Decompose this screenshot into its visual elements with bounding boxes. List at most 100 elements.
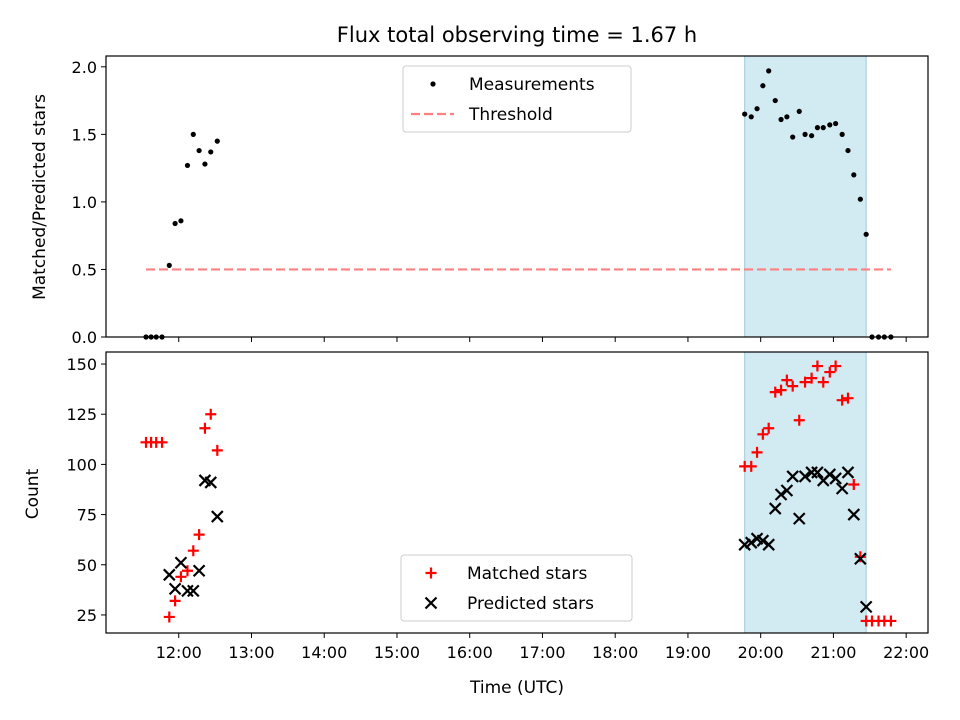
x-tick-label: 14:00 xyxy=(301,643,347,662)
x-tick-label: 18:00 xyxy=(592,643,638,662)
predicted-stars-point xyxy=(798,470,812,483)
measurement-point xyxy=(760,83,766,89)
measurement-point xyxy=(863,231,869,237)
measurement-point xyxy=(839,131,845,137)
legend: Matched stars Predicted stars xyxy=(400,554,633,622)
matched-stars-point xyxy=(163,611,175,623)
predicted-stars-point xyxy=(780,484,794,497)
y-tick-label: 75 xyxy=(77,506,97,525)
highlight-span xyxy=(744,55,867,338)
y-tick-label: 125 xyxy=(66,405,97,424)
measurement-point xyxy=(172,220,178,227)
matched-stars-point xyxy=(751,446,763,458)
predicted-stars-point xyxy=(762,538,775,551)
x-tick-label: 19:00 xyxy=(665,643,711,662)
matched-stars-point xyxy=(781,374,793,386)
measurement-point xyxy=(857,196,863,202)
legend-label: Matched stars xyxy=(467,564,587,584)
y-tick-label: 1.5 xyxy=(72,125,97,144)
x-tick-label: 22:00 xyxy=(883,643,929,662)
ratio-y-axis-label: Matched/Predicted stars xyxy=(30,94,50,300)
matched-stars-point xyxy=(763,422,775,434)
matched-stars-point xyxy=(187,545,199,557)
matched-stars-point xyxy=(199,422,211,434)
x-tick-label: 15:00 xyxy=(374,643,420,662)
matched-stars-point xyxy=(787,380,799,392)
measurement-point xyxy=(214,138,220,144)
measurement-point xyxy=(190,131,196,137)
y-tick-label: 0.0 xyxy=(72,328,97,347)
matched-stars-point xyxy=(824,366,836,378)
matched-stars-point xyxy=(769,386,781,398)
count-y-axis-label: Count xyxy=(23,468,43,519)
predicted-stars-point xyxy=(181,584,194,598)
y-tick-label: 150 xyxy=(66,355,97,374)
predicted-stars-point xyxy=(768,502,782,515)
predicted-stars-point xyxy=(829,472,842,485)
predicted-stars-point xyxy=(841,466,855,479)
x-tick-label: 13:00 xyxy=(228,643,274,662)
matched-stars-point xyxy=(799,376,811,388)
measurement-point xyxy=(208,149,214,155)
measurement-point xyxy=(748,114,754,120)
matched-stars-point xyxy=(775,384,787,396)
x-tick-label: 21:00 xyxy=(810,643,856,662)
matched-stars-point xyxy=(175,571,187,583)
legend-label: Predicted stars xyxy=(467,594,594,614)
measurement-point xyxy=(784,114,790,120)
predicted-stars-point xyxy=(847,508,861,521)
predicted-stars-point xyxy=(168,582,182,596)
x-tick-label: 12:00 xyxy=(156,643,202,662)
matched-stars-point xyxy=(193,529,205,541)
ratio-panel: 0.0 0.5 1.0 1.5 2.0 Measurements Threshold xyxy=(72,55,929,347)
measurement-point xyxy=(166,262,172,268)
legend: Measurements Threshold xyxy=(402,65,632,133)
measurement-point xyxy=(820,125,826,131)
matched-stars-point xyxy=(793,414,805,426)
measurement-point xyxy=(814,125,821,131)
y-tick-label: 2.0 xyxy=(72,58,97,77)
axes-frame xyxy=(105,351,929,634)
predicted-stars-point xyxy=(174,556,188,570)
predicted-stars-point xyxy=(211,510,224,523)
measurement-point xyxy=(827,122,833,128)
predicted-stars-point xyxy=(854,552,867,566)
predicted-stars-point xyxy=(811,466,824,479)
matched-stars-point xyxy=(169,595,181,607)
measurement-point xyxy=(796,108,802,114)
measurement-point xyxy=(184,162,191,169)
x-tick-label: 17:00 xyxy=(519,643,565,662)
axes-frame xyxy=(105,55,929,338)
measurement-point xyxy=(851,172,857,178)
legend-dot-icon xyxy=(430,81,436,87)
measurement-point xyxy=(196,147,202,154)
predicted-stars-point xyxy=(792,512,806,525)
matched-stars-point xyxy=(885,615,897,627)
predicted-stars-point xyxy=(192,564,206,578)
measurement-point xyxy=(845,147,851,154)
matched-stars-point xyxy=(811,360,823,372)
measurement-point xyxy=(778,116,784,123)
measurement-point xyxy=(202,161,208,167)
legend-plus-icon xyxy=(425,567,437,579)
measurement-point xyxy=(802,131,808,137)
predicted-stars-point xyxy=(204,476,218,489)
matched-stars-point xyxy=(181,565,193,577)
measurement-point xyxy=(754,106,760,112)
matched-stars-point xyxy=(830,360,842,372)
measurement-point xyxy=(742,111,748,117)
x-tick-label: 20:00 xyxy=(738,643,784,662)
predicted-stars-point xyxy=(786,470,799,483)
y-tick-label: 100 xyxy=(66,455,97,474)
measurement-point xyxy=(833,120,839,127)
matched-stars-point xyxy=(842,392,854,404)
matched-stars-point xyxy=(745,460,757,472)
measurement-point xyxy=(772,97,778,104)
legend-box xyxy=(400,554,633,622)
matched-stars-point xyxy=(757,428,769,440)
y-tick-label: 1.0 xyxy=(72,193,97,212)
matched-stars-point xyxy=(854,551,866,563)
matched-stars-point xyxy=(156,436,168,448)
predicted-stars-point xyxy=(823,468,837,481)
